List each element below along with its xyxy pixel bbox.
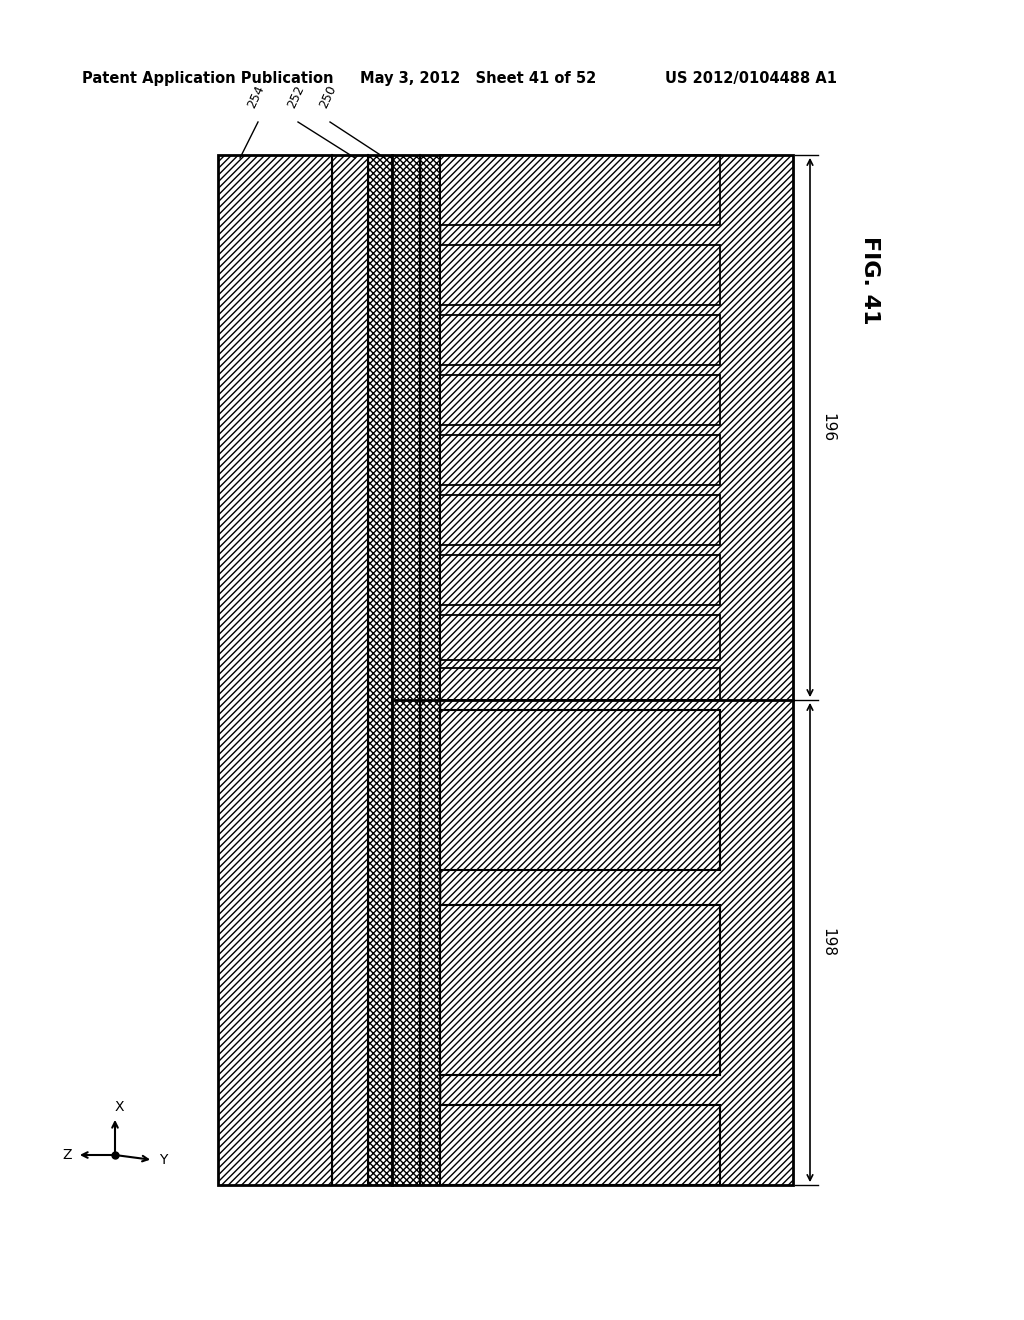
Text: 196: 196 [820,413,835,442]
Text: Z: Z [62,1148,72,1162]
Bar [440,375,720,425]
Bar [440,668,720,700]
Bar [420,154,440,1185]
Bar [440,1105,720,1185]
Bar [332,154,368,1185]
Bar [440,906,720,1074]
Bar [440,668,720,700]
Bar [440,906,720,1074]
Bar [440,554,720,605]
Text: May 3, 2012   Sheet 41 of 52: May 3, 2012 Sheet 41 of 52 [360,70,596,86]
Bar [440,436,720,484]
Bar [440,154,720,224]
Bar [440,246,720,305]
Text: 252: 252 [285,83,307,110]
Text: 254: 254 [245,83,267,110]
Bar [392,154,793,1185]
Bar [440,710,720,870]
Bar [218,154,793,1185]
Bar [440,495,720,545]
Bar [440,615,720,660]
Bar [440,154,720,224]
Text: 198: 198 [820,928,835,957]
Bar [440,375,720,425]
Text: FIG. 41: FIG. 41 [860,236,880,325]
Text: US 2012/0104488 A1: US 2012/0104488 A1 [665,70,837,86]
Bar [440,710,720,870]
Text: Patent Application Publication: Patent Application Publication [82,70,334,86]
Bar [440,436,720,484]
Bar [440,315,720,366]
Text: X: X [115,1100,124,1114]
Bar [218,154,332,1185]
Bar [368,154,392,1185]
Bar [440,246,720,305]
Bar [440,495,720,545]
Text: Y: Y [159,1152,167,1167]
Bar [440,1105,720,1185]
Bar [440,554,720,605]
Bar [218,154,793,1185]
Bar [392,154,420,1185]
Text: 250: 250 [317,83,339,110]
Bar [440,615,720,660]
Bar [440,315,720,366]
